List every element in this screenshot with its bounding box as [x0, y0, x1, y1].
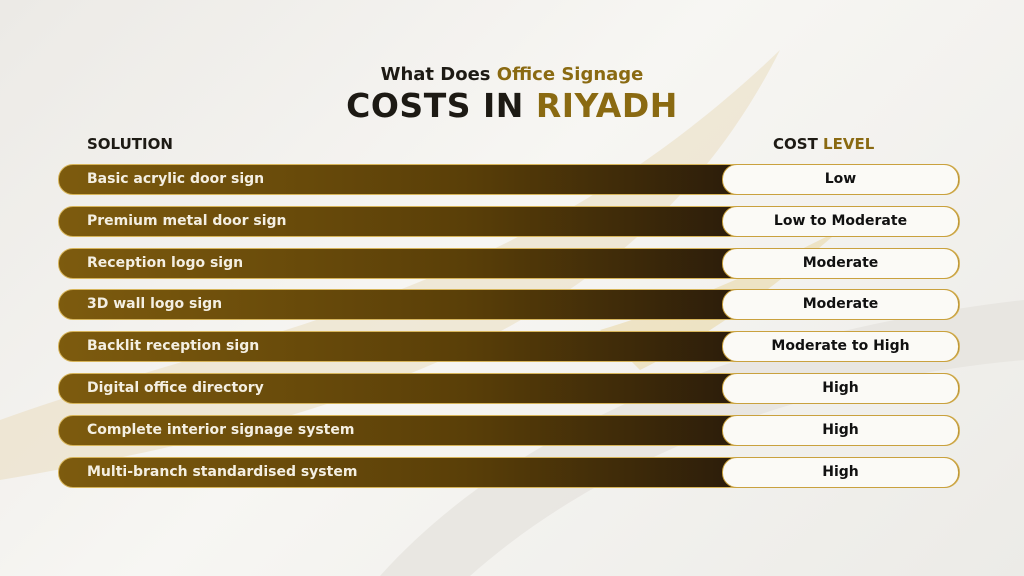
table-row: Complete interior signage system High — [58, 414, 960, 446]
cost-level-cell: High — [722, 373, 959, 404]
cost-level-cell: Moderate — [722, 247, 959, 279]
solution-cell: Complete interior signage system — [87, 421, 355, 438]
subtitle-highlight: RIYADH — [535, 86, 678, 125]
table-row: Basic acrylic door sign Low — [58, 164, 960, 195]
column-header-highlight: LEVEL — [823, 135, 875, 153]
table-row: 3D wall logo sign Moderate — [58, 289, 960, 321]
solution-cell: Backlit reception sign — [87, 338, 260, 355]
gold-swoosh — [0, 50, 780, 480]
subtitle-text: COSTS IN — [346, 86, 524, 125]
cost-level-cell: High — [722, 456, 959, 488]
grey-swoosh — [380, 300, 1024, 576]
column-header-text: COST — [773, 135, 818, 153]
solution-cell: Digital office directory — [87, 380, 264, 396]
table-row: Reception logo sign Moderate — [58, 247, 960, 279]
table-row: Multi-branch standardised system High — [58, 456, 960, 488]
table-row: Premium metal door sign Low to Moderate — [58, 205, 960, 237]
solution-cell: Reception logo sign — [87, 254, 244, 271]
cost-level-cell: Low — [722, 164, 959, 195]
cost-level-cell: Moderate to High — [722, 331, 959, 363]
cost-level-cell: Low to Moderate — [722, 205, 959, 237]
table-row: Backlit reception sign Moderate to High — [58, 331, 960, 363]
solution-cell: Multi-branch standardised system — [87, 463, 358, 480]
title-text: What Does — [380, 64, 491, 85]
title: What Does Office Signage — [0, 64, 1024, 85]
solution-cell: 3D wall logo sign — [87, 296, 223, 313]
title-highlight: Office Signage — [496, 64, 644, 85]
column-header: COST LEVEL — [773, 135, 874, 153]
table-row: Digital office directory High — [58, 373, 960, 404]
column-header: SOLUTION — [87, 135, 173, 153]
cost-level-cell: Moderate — [722, 289, 959, 321]
subtitle: COSTS IN RIYADH — [0, 86, 1024, 125]
solution-cell: Basic acrylic door sign — [87, 171, 265, 187]
solution-cell: Premium metal door sign — [87, 212, 287, 229]
cost-level-cell: High — [722, 414, 959, 446]
